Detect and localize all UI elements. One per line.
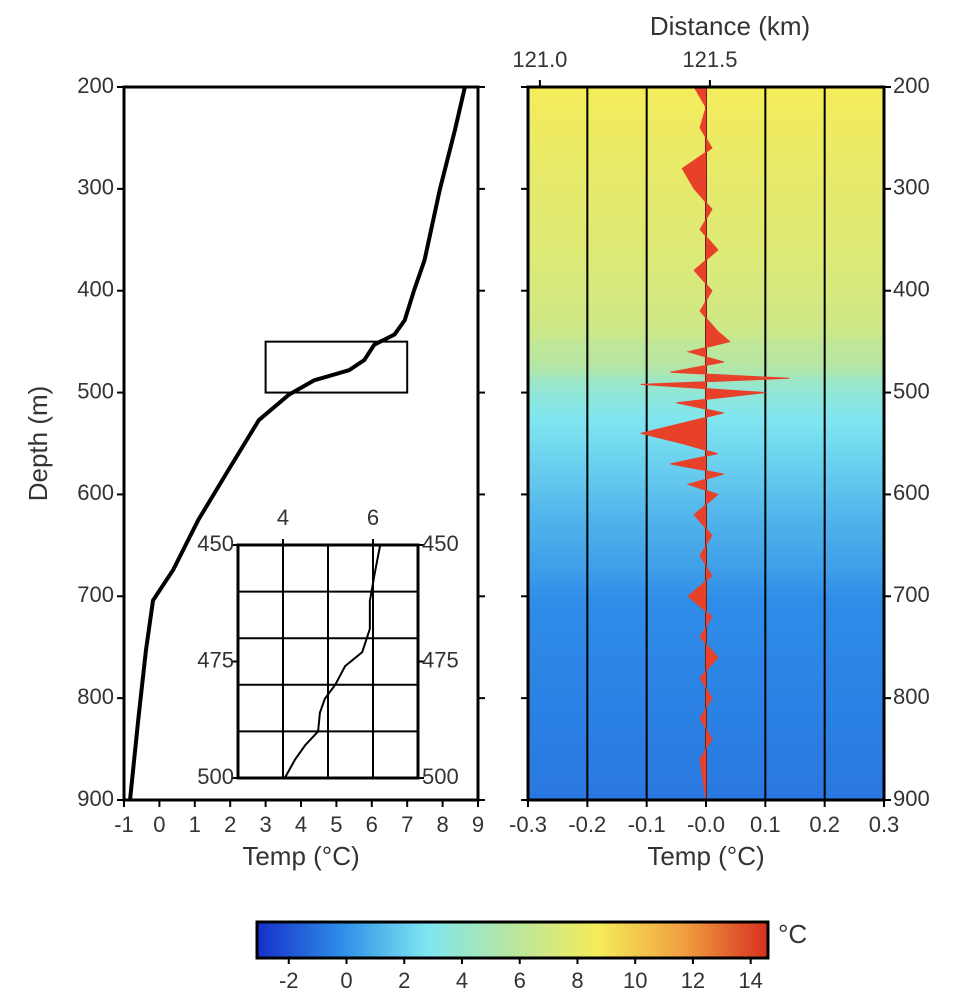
x-tick-label: 8 xyxy=(436,812,448,837)
y-tick-label: 500 xyxy=(422,764,459,789)
x-tick-label: 0.2 xyxy=(809,812,840,837)
y-axis-label: Depth (m) xyxy=(23,386,53,502)
y-tick-label: 200 xyxy=(77,73,114,98)
y-tick-label: 600 xyxy=(77,480,114,505)
x2-tick-label: 121.5 xyxy=(682,47,737,72)
x-tick-label: 0.1 xyxy=(750,812,781,837)
x-axis-label: Temp (°C) xyxy=(647,841,764,871)
y-tick-label: 500 xyxy=(197,764,234,789)
temperature-profile xyxy=(128,86,467,801)
x-tick-label: 5 xyxy=(330,812,342,837)
y-tick-label: 400 xyxy=(893,277,930,302)
colorbar-unit: °C xyxy=(778,919,807,949)
x-tick-label: 4 xyxy=(277,505,289,530)
x-tick-label: 0 xyxy=(153,812,165,837)
x-tick-label: 2 xyxy=(224,812,236,837)
x-tick-label: -1 xyxy=(114,812,134,837)
y-tick-label: 500 xyxy=(77,378,114,403)
x2-axis-label: Distance (km) xyxy=(650,11,810,41)
x2-tick-label: 121.0 xyxy=(512,47,567,72)
colorbar-tick-label: 2 xyxy=(398,968,410,993)
colorbar-tick-label: 10 xyxy=(623,968,647,993)
plot-frame xyxy=(526,85,886,802)
plot-frame xyxy=(122,85,480,802)
colorbar-tick-label: 0 xyxy=(340,968,352,993)
zoom-box xyxy=(264,340,409,394)
y-tick-label: 700 xyxy=(893,582,930,607)
colorbar-tick-label: 12 xyxy=(681,968,705,993)
y-tick-label: 900 xyxy=(893,786,930,811)
y-tick-label: 300 xyxy=(77,175,114,200)
y-tick-label: 450 xyxy=(197,531,234,556)
inset-profile xyxy=(283,544,382,779)
colorbar-tick-label: -2 xyxy=(279,968,299,993)
y-tick-label: 475 xyxy=(197,647,234,672)
x-tick-label: -0.2 xyxy=(568,812,606,837)
x-axis-label: Temp (°C) xyxy=(242,841,359,871)
colorbar-tick-label: 6 xyxy=(514,968,526,993)
x-tick-label: -0.1 xyxy=(628,812,666,837)
anomaly-area xyxy=(640,86,790,801)
x-tick-label: 7 xyxy=(401,812,413,837)
x-tick-label: 0.3 xyxy=(869,812,900,837)
x-tick-label: 1 xyxy=(189,812,201,837)
colorbar-tick-label: 4 xyxy=(456,968,468,993)
y-tick-label: 400 xyxy=(77,277,114,302)
x-tick-label: 6 xyxy=(366,812,378,837)
colorbar xyxy=(255,920,770,960)
y-tick-label: 800 xyxy=(77,684,114,709)
y-tick-label: 900 xyxy=(77,786,114,811)
x-tick-label: -0.0 xyxy=(687,812,725,837)
x-tick-label: 9 xyxy=(472,812,484,837)
y-tick-label: 800 xyxy=(893,684,930,709)
y-tick-label: 300 xyxy=(893,175,930,200)
y-tick-label: 700 xyxy=(77,582,114,607)
x-tick-label: 3 xyxy=(259,812,271,837)
y-tick-label: 600 xyxy=(893,480,930,505)
colorbar-tick-label: 14 xyxy=(738,968,762,993)
y-tick-label: 475 xyxy=(422,647,459,672)
y-tick-label: 200 xyxy=(893,73,930,98)
y-tick-label: 450 xyxy=(422,531,459,556)
x-tick-label: -0.3 xyxy=(509,812,547,837)
x-tick-label: 6 xyxy=(367,505,379,530)
colorbar-tick-label: 8 xyxy=(571,968,583,993)
x-tick-label: 4 xyxy=(295,812,307,837)
y-tick-label: 500 xyxy=(893,378,930,403)
inset-frame xyxy=(236,543,420,780)
